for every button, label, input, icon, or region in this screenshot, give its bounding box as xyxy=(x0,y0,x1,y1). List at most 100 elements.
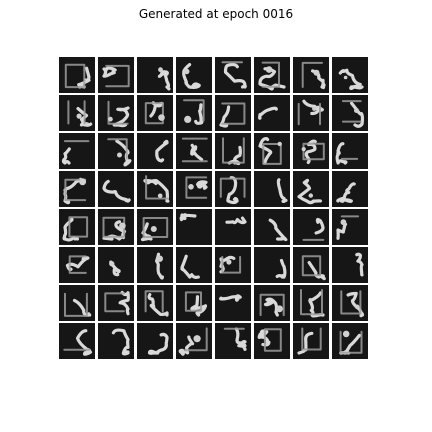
sample-image xyxy=(254,57,290,93)
generated-sample-tile xyxy=(215,57,251,93)
generated-sample-tile xyxy=(254,247,290,283)
sample-image xyxy=(98,133,134,169)
sample-image xyxy=(215,57,251,93)
sample-image xyxy=(332,57,368,93)
generated-sample-tile xyxy=(98,57,134,93)
sample-image xyxy=(332,95,368,131)
generated-sample-tile xyxy=(59,171,95,207)
generated-sample-tile xyxy=(254,133,290,169)
generated-sample-tile xyxy=(59,209,95,245)
generated-sample-tile xyxy=(293,247,329,283)
sample-image xyxy=(176,247,212,283)
generated-sample-tile xyxy=(137,95,173,131)
sample-image xyxy=(137,95,173,131)
sample-image xyxy=(98,57,134,93)
sample-image xyxy=(59,285,95,321)
generated-sample-tile xyxy=(254,57,290,93)
sample-image xyxy=(59,95,95,131)
generated-sample-tile xyxy=(176,171,212,207)
generated-sample-tile xyxy=(293,133,329,169)
sample-image xyxy=(176,171,212,207)
generated-sample-tile xyxy=(98,247,134,283)
sample-image xyxy=(293,209,329,245)
generated-sample-tile xyxy=(332,209,368,245)
sample-image xyxy=(332,133,368,169)
generated-sample-tile xyxy=(137,209,173,245)
sample-image xyxy=(215,171,251,207)
generated-sample-tile xyxy=(332,171,368,207)
sample-image xyxy=(293,57,329,93)
sample-image xyxy=(98,285,134,321)
sample-image xyxy=(176,95,212,131)
generated-sample-tile xyxy=(176,247,212,283)
sample-image xyxy=(254,133,290,169)
generated-sample-tile xyxy=(137,171,173,207)
generated-sample-tile xyxy=(254,285,290,321)
sample-image xyxy=(293,95,329,131)
sample-image xyxy=(98,323,134,359)
sample-grid xyxy=(59,57,368,359)
sample-image xyxy=(59,133,95,169)
sample-image xyxy=(137,285,173,321)
generated-sample-tile xyxy=(98,95,134,131)
generated-sample-tile xyxy=(59,95,95,131)
generated-sample-tile xyxy=(215,133,251,169)
generated-sample-tile xyxy=(98,209,134,245)
generated-sample-tile xyxy=(293,57,329,93)
sample-image xyxy=(254,171,290,207)
sample-image xyxy=(137,209,173,245)
generated-sample-tile xyxy=(137,323,173,359)
generated-sample-tile xyxy=(176,57,212,93)
sample-image xyxy=(98,209,134,245)
generated-sample-tile xyxy=(215,285,251,321)
sample-image xyxy=(176,57,212,93)
generated-sample-tile xyxy=(137,285,173,321)
generated-sample-tile xyxy=(293,171,329,207)
sample-image xyxy=(176,285,212,321)
sample-image xyxy=(98,171,134,207)
sample-image xyxy=(98,247,134,283)
generated-sample-tile xyxy=(176,209,212,245)
sample-image xyxy=(254,247,290,283)
generated-sample-tile xyxy=(98,171,134,207)
generated-sample-tile xyxy=(332,323,368,359)
generated-sample-tile xyxy=(137,133,173,169)
generated-sample-tile xyxy=(332,57,368,93)
sample-image xyxy=(254,323,290,359)
sample-image xyxy=(293,171,329,207)
generated-sample-tile xyxy=(59,247,95,283)
sample-image xyxy=(137,57,173,93)
generated-sample-tile xyxy=(254,95,290,131)
sample-image xyxy=(332,209,368,245)
sample-image xyxy=(293,285,329,321)
sample-image xyxy=(332,285,368,321)
generated-sample-tile xyxy=(215,171,251,207)
sample-image xyxy=(254,285,290,321)
generated-sample-tile xyxy=(176,95,212,131)
generated-sample-tile xyxy=(332,247,368,283)
sample-image xyxy=(137,133,173,169)
generated-sample-tile xyxy=(98,133,134,169)
generated-sample-tile xyxy=(332,95,368,131)
sample-image xyxy=(137,323,173,359)
generated-sample-tile xyxy=(332,133,368,169)
sample-image xyxy=(59,247,95,283)
sample-image xyxy=(215,95,251,131)
generated-sample-tile xyxy=(254,323,290,359)
generated-sample-tile xyxy=(215,323,251,359)
generated-sample-tile xyxy=(293,285,329,321)
sample-image xyxy=(176,209,212,245)
sample-image xyxy=(215,285,251,321)
generated-sample-tile xyxy=(293,95,329,131)
generated-sample-tile xyxy=(176,133,212,169)
sample-image xyxy=(332,323,368,359)
sample-image xyxy=(176,323,212,359)
generated-sample-tile xyxy=(254,171,290,207)
generated-sample-tile xyxy=(176,323,212,359)
generated-sample-tile xyxy=(215,209,251,245)
generated-sample-tile xyxy=(98,285,134,321)
generated-sample-tile xyxy=(293,209,329,245)
sample-image xyxy=(59,171,95,207)
sample-image xyxy=(137,171,173,207)
sample-image xyxy=(293,247,329,283)
